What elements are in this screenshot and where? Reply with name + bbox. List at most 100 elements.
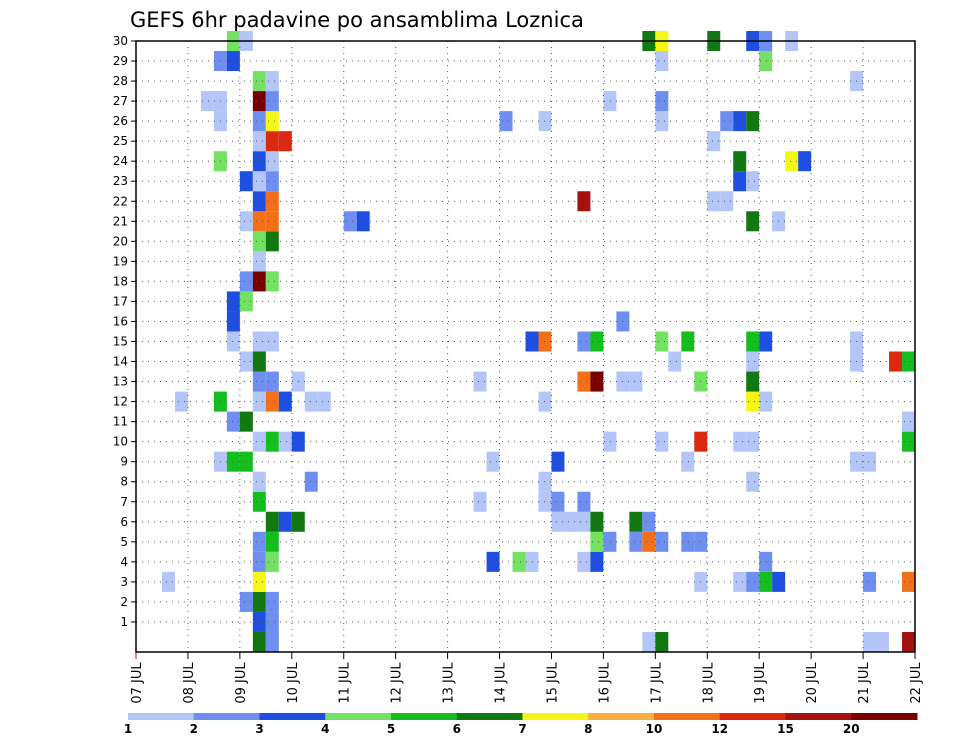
precip-cell: [759, 331, 773, 352]
x-tick-label: 08 JUL: [182, 662, 197, 704]
precip-cell: [252, 211, 266, 232]
precip-cell: [252, 251, 266, 272]
y-tick-label: 3: [120, 575, 128, 589]
precip-cell: [252, 491, 266, 512]
legend-swatch: [785, 713, 852, 720]
x-tick-label: 20 JUL: [805, 662, 820, 704]
precip-cell: [746, 471, 760, 492]
x-tick-label: 14 JUL: [494, 662, 509, 704]
precip-cell: [239, 211, 253, 232]
legend-label: 15: [777, 722, 794, 736]
precip-cell: [252, 571, 266, 592]
precip-cell: [746, 431, 760, 452]
precip-cell: [265, 111, 279, 132]
precip-cell: [655, 91, 669, 112]
precip-cell: [356, 211, 370, 232]
legend-label: 6: [453, 722, 461, 736]
y-tick-label: 11: [113, 415, 128, 429]
y-tick-label: 22: [113, 194, 128, 208]
precip-cell: [590, 331, 604, 352]
precip-cell: [226, 411, 240, 432]
precip-cell: [733, 431, 747, 452]
x-tick-label: 17 JUL: [649, 662, 664, 704]
precip-cell: [629, 511, 643, 532]
precip-cell: [525, 331, 539, 352]
precip-cell: [252, 131, 266, 152]
precip-cell: [590, 551, 604, 572]
precip-cell: [252, 631, 266, 652]
precip-cell: [252, 111, 266, 132]
precip-cell: [655, 331, 669, 352]
precip-cell: [655, 111, 669, 132]
y-tick-label: 28: [113, 74, 128, 88]
legend-swatch: [259, 713, 326, 720]
precip-cell: [265, 531, 279, 552]
precip-cell: [564, 511, 578, 532]
legend-swatch: [128, 713, 195, 720]
precip-cell: [252, 471, 266, 492]
y-tick-label: 25: [113, 134, 128, 148]
precip-cell: [226, 311, 240, 332]
y-tick-label: 1: [120, 615, 128, 629]
precip-cell: [265, 371, 279, 392]
precip-cell: [239, 411, 253, 432]
x-tick-label: 13 JUL: [442, 662, 457, 704]
precip-cell: [577, 491, 591, 512]
precip-cell: [265, 331, 279, 352]
precip-cell: [551, 511, 565, 532]
precip-cell: [265, 131, 279, 152]
precip-cell: [759, 571, 773, 592]
precip-cell: [304, 471, 318, 492]
precip-cell: [590, 531, 604, 552]
precip-cell: [486, 551, 500, 572]
y-tick-label: 8: [120, 475, 128, 489]
precip-cell: [512, 551, 526, 572]
y-tick-label: 21: [113, 214, 128, 228]
precip-cell: [265, 271, 279, 292]
legend-label: 7: [518, 722, 526, 736]
legend-label: 4: [321, 722, 329, 736]
x-tick-label: 09 JUL: [234, 662, 249, 704]
precip-cell: [200, 91, 214, 112]
chart-title: GEFS 6hr padavine po ansamblima Loznica: [130, 8, 584, 32]
precip-cell: [252, 551, 266, 572]
x-tick-label: 12 JUL: [390, 662, 405, 704]
precip-cell: [902, 631, 915, 652]
precip-cell: [720, 111, 734, 132]
y-tick-label: 27: [113, 94, 128, 108]
precip-cell: [265, 91, 279, 112]
legend-label: 3: [255, 722, 263, 736]
precip-cell: [642, 631, 656, 652]
precip-cell: [603, 91, 617, 112]
precip-cell: [174, 391, 188, 412]
precip-cell: [655, 631, 669, 652]
y-tick-label: 26: [113, 114, 128, 128]
precip-cell: [733, 571, 747, 592]
y-axis: 1234567891011121314151617181920212223242…: [113, 34, 136, 629]
precip-cell: [265, 191, 279, 212]
precip-cell: [265, 611, 279, 632]
y-tick-label: 20: [113, 234, 128, 248]
precip-cell: [226, 331, 240, 352]
legend: 1 2 3 4 5 6 7 8 10 12 15 20: [124, 713, 918, 736]
precip-cell: [785, 151, 799, 172]
precip-cell: [317, 391, 331, 412]
precip-cell: [759, 391, 773, 412]
precip-cell: [876, 631, 890, 652]
y-tick-label: 2: [120, 595, 128, 609]
precip-cell: [733, 171, 747, 192]
y-tick-label: 15: [113, 334, 128, 348]
precip-cell: [278, 131, 292, 152]
precip-cell: [252, 271, 266, 292]
precip-cell: [577, 511, 591, 532]
precip-cell: [239, 351, 253, 372]
precip-cell: [525, 551, 539, 572]
precip-cell: [343, 211, 357, 232]
precip-cell: [252, 171, 266, 192]
precip-cell: [304, 391, 318, 412]
x-tick-label: 18 JUL: [701, 662, 716, 704]
precip-cell: [473, 371, 487, 392]
precip-cell: [577, 371, 591, 392]
precip-cell: [863, 451, 877, 472]
